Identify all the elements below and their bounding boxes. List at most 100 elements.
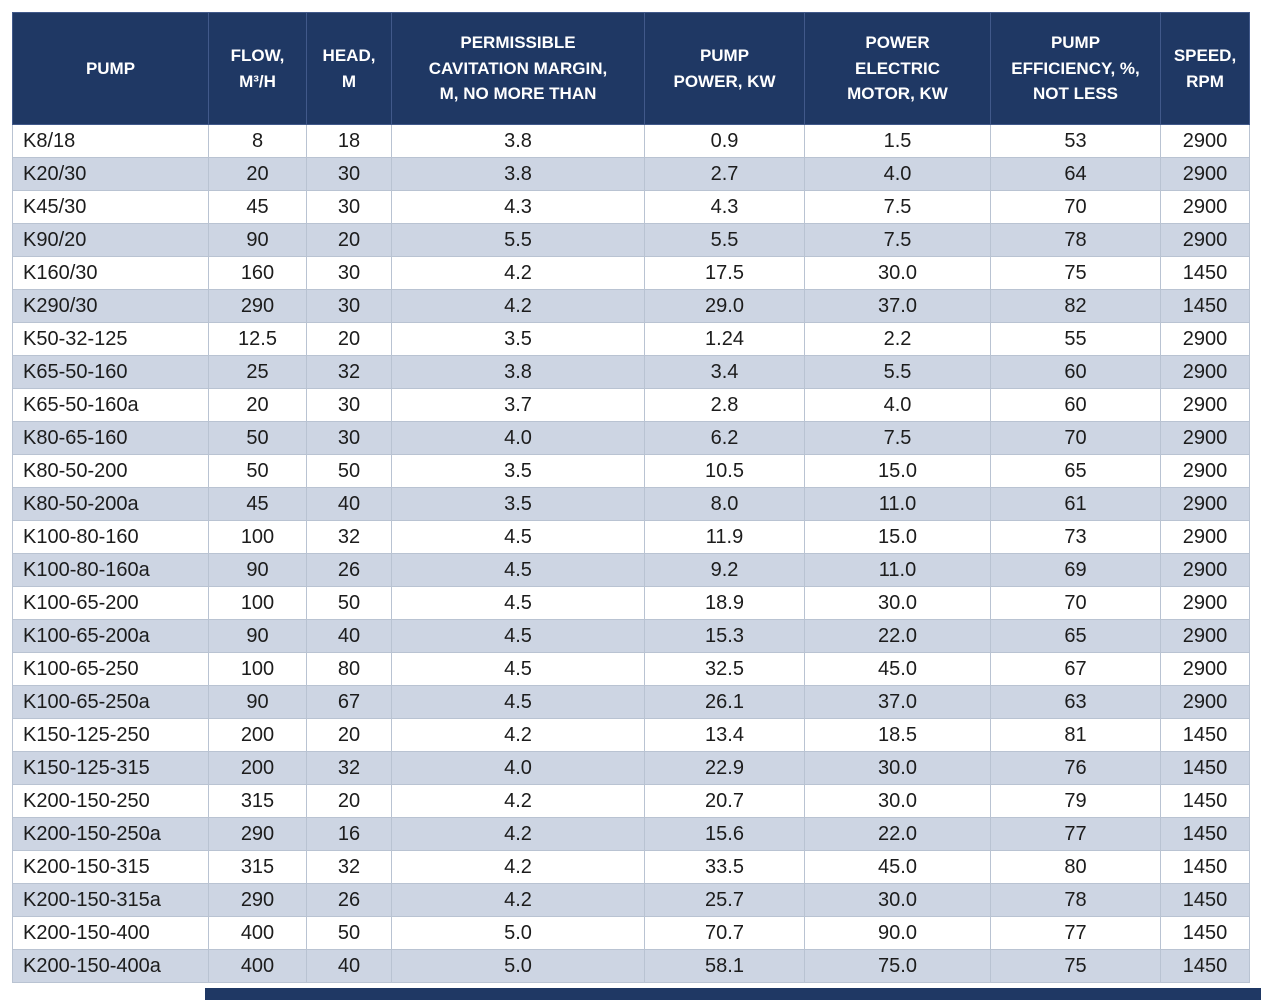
cell-efficiency: 77 [990, 916, 1161, 950]
cell-pump_power: 22.9 [644, 751, 805, 785]
pump-table: PUMP FLOW, M³/H HEAD, M PERMISSIBLE CAVITAT… [12, 12, 1250, 983]
cell-head: 32 [306, 355, 392, 389]
cell-pump_power: 13.4 [644, 718, 805, 752]
cell-head: 30 [306, 157, 392, 191]
cell-pump_power: 26.1 [644, 685, 805, 719]
cell-cavitation: 3.8 [391, 124, 645, 158]
cell-pump_power: 3.4 [644, 355, 805, 389]
cell-pump_power: 20.7 [644, 784, 805, 818]
cell-efficiency: 80 [990, 850, 1161, 884]
column-header-flow: FLOW, M³/H [208, 12, 307, 125]
cell-speed: 1450 [1160, 850, 1250, 884]
cell-flow: 12.5 [208, 322, 307, 356]
cell-motor_power: 15.0 [804, 454, 991, 488]
cell-motor_power: 30.0 [804, 883, 991, 917]
cell-flow: 90 [208, 553, 307, 587]
cell-head: 20 [306, 322, 392, 356]
table-row: K100-65-250 100 80 4.5 32.5 45.0 67 2900 [12, 652, 1250, 686]
cell-flow: 400 [208, 949, 307, 983]
cell-speed: 1450 [1160, 916, 1250, 950]
column-header-pump_power: PUMP POWER, KW [644, 12, 805, 125]
cell-speed: 1450 [1160, 784, 1250, 818]
cell-cavitation: 4.5 [391, 619, 645, 653]
cell-efficiency: 67 [990, 652, 1161, 686]
cell-cavitation: 3.5 [391, 487, 645, 521]
cell-efficiency: 55 [990, 322, 1161, 356]
cell-pump_power: 4.3 [644, 190, 805, 224]
cell-head: 30 [306, 190, 392, 224]
cell-speed: 2900 [1160, 190, 1250, 224]
table-row: K90/20 90 20 5.5 5.5 7.5 78 2900 [12, 223, 1250, 257]
cell-motor_power: 4.0 [804, 157, 991, 191]
cell-motor_power: 30.0 [804, 256, 991, 290]
cell-cavitation: 5.0 [391, 916, 645, 950]
pump-name-cell: K65-50-160 [12, 355, 209, 389]
table-row: K100-65-200a 90 40 4.5 15.3 22.0 65 2900 [12, 619, 1250, 653]
cell-speed: 1450 [1160, 256, 1250, 290]
cell-head: 30 [306, 289, 392, 323]
cell-cavitation: 4.2 [391, 883, 645, 917]
cell-head: 32 [306, 850, 392, 884]
cell-pump_power: 2.8 [644, 388, 805, 422]
cell-cavitation: 5.5 [391, 223, 645, 257]
cell-efficiency: 76 [990, 751, 1161, 785]
cell-speed: 2900 [1160, 619, 1250, 653]
cell-flow: 90 [208, 619, 307, 653]
pump-name-cell: K80-65-160 [12, 421, 209, 455]
cell-flow: 315 [208, 850, 307, 884]
cell-cavitation: 4.5 [391, 586, 645, 620]
cell-pump_power: 29.0 [644, 289, 805, 323]
column-header-cavitation: PERMISSIBLE CAVITATION MARGIN, M, NO MOR… [391, 12, 645, 125]
cell-flow: 100 [208, 652, 307, 686]
table-row: K200-150-250 315 20 4.2 20.7 30.0 79 1450 [12, 784, 1250, 818]
cell-head: 50 [306, 586, 392, 620]
cell-motor_power: 4.0 [804, 388, 991, 422]
cell-efficiency: 60 [990, 355, 1161, 389]
cell-motor_power: 11.0 [804, 553, 991, 587]
cell-motor_power: 11.0 [804, 487, 991, 521]
pump-name-cell: K50-32-125 [12, 322, 209, 356]
pump-name-cell: K80-50-200a [12, 487, 209, 521]
cell-flow: 20 [208, 388, 307, 422]
cell-cavitation: 4.5 [391, 652, 645, 686]
cell-head: 30 [306, 388, 392, 422]
cell-flow: 50 [208, 454, 307, 488]
column-header-motor_power: POWER ELECTRIC MOTOR, KW [804, 12, 991, 125]
table-row: K80-50-200a 45 40 3.5 8.0 11.0 61 2900 [12, 487, 1250, 521]
cell-speed: 2900 [1160, 388, 1250, 422]
cell-pump_power: 10.5 [644, 454, 805, 488]
cell-motor_power: 30.0 [804, 784, 991, 818]
cell-flow: 100 [208, 520, 307, 554]
cell-efficiency: 61 [990, 487, 1161, 521]
pump-name-cell: K200-150-400 [12, 916, 209, 950]
cell-flow: 315 [208, 784, 307, 818]
cell-motor_power: 7.5 [804, 190, 991, 224]
cell-pump_power: 11.9 [644, 520, 805, 554]
column-header-head: HEAD, M [306, 12, 392, 125]
cell-efficiency: 78 [990, 883, 1161, 917]
cell-speed: 1450 [1160, 817, 1250, 851]
cell-cavitation: 4.2 [391, 256, 645, 290]
cell-motor_power: 7.5 [804, 223, 991, 257]
cell-efficiency: 77 [990, 817, 1161, 851]
table-row: K100-65-200 100 50 4.5 18.9 30.0 70 2900 [12, 586, 1250, 620]
cell-pump_power: 6.2 [644, 421, 805, 455]
cell-head: 32 [306, 520, 392, 554]
cell-speed: 2900 [1160, 652, 1250, 686]
cell-efficiency: 70 [990, 190, 1161, 224]
cell-flow: 90 [208, 223, 307, 257]
cell-cavitation: 4.0 [391, 751, 645, 785]
cell-motor_power: 1.5 [804, 124, 991, 158]
cell-flow: 290 [208, 817, 307, 851]
pump-name-cell: K90/20 [12, 223, 209, 257]
cell-flow: 8 [208, 124, 307, 158]
cell-head: 26 [306, 883, 392, 917]
table-row: K100-65-250a 90 67 4.5 26.1 37.0 63 2900 [12, 685, 1250, 719]
table-row: K200-150-315 315 32 4.2 33.5 45.0 80 1450 [12, 850, 1250, 884]
cell-pump_power: 9.2 [644, 553, 805, 587]
cell-flow: 50 [208, 421, 307, 455]
cell-speed: 1450 [1160, 289, 1250, 323]
cell-head: 20 [306, 223, 392, 257]
table-row: K150-125-315 200 32 4.0 22.9 30.0 76 1450 [12, 751, 1250, 785]
cell-flow: 160 [208, 256, 307, 290]
